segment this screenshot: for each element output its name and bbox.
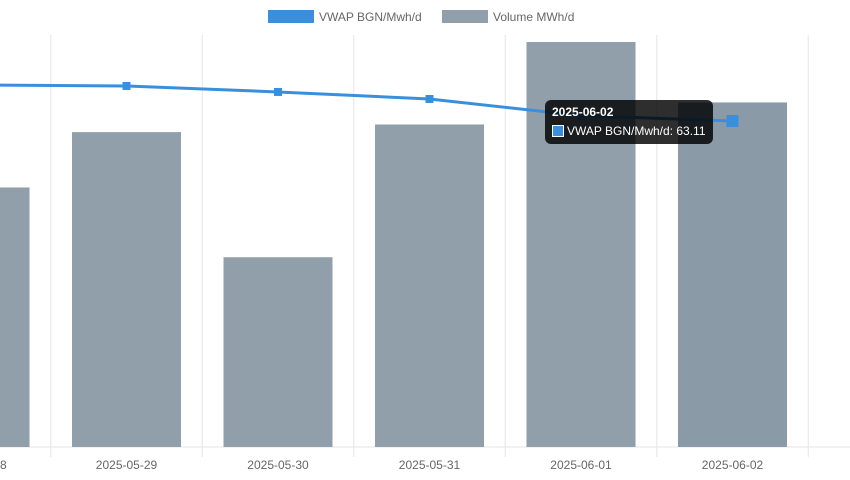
x-tick-label: 8 (0, 458, 7, 472)
volume-bar[interactable] (72, 132, 181, 447)
x-axis-ticks: 8 2025-05-29 2025-05-30 2025-05-31 2025-06-0… (0, 458, 764, 472)
tooltip-row: VWAP BGN/Mwh/d: 63.11 (552, 124, 706, 138)
volume-bar[interactable] (0, 187, 30, 447)
x-tick-label: 2025-05-30 (247, 458, 309, 472)
vwap-point[interactable] (122, 81, 131, 90)
tooltip-swatch (552, 125, 564, 137)
tooltip-text: VWAP BGN/Mwh/d: 63.11 (567, 124, 706, 138)
bar-series (0, 42, 787, 448)
volume-bar[interactable] (375, 124, 484, 448)
vwap-point[interactable] (274, 87, 282, 96)
x-tick-label: 2025-05-31 (399, 458, 461, 472)
x-tick-label: 2025-06-01 (550, 458, 612, 472)
x-tick-label: 2025-06-02 (702, 458, 764, 472)
vwap-point[interactable] (425, 94, 434, 103)
vwap-point[interactable] (726, 115, 739, 127)
tooltip-title: 2025-06-02 (552, 105, 614, 119)
legend-swatch-volume[interactable] (442, 10, 488, 23)
legend-label-vwap[interactable]: VWAP BGN/Mwh/d (319, 10, 422, 24)
legend-swatch-vwap[interactable] (268, 10, 314, 23)
volume-bar[interactable] (223, 257, 333, 447)
volume-bar[interactable] (678, 102, 787, 447)
tooltip: 2025-06-02 VWAP BGN/Mwh/d: 63.11 (545, 100, 713, 144)
legend[interactable]: VWAP BGN/Mwh/d Volume MWh/d (268, 10, 574, 24)
x-tick-label: 2025-05-29 (96, 458, 158, 472)
legend-label-volume[interactable]: Volume MWh/d (493, 10, 574, 24)
